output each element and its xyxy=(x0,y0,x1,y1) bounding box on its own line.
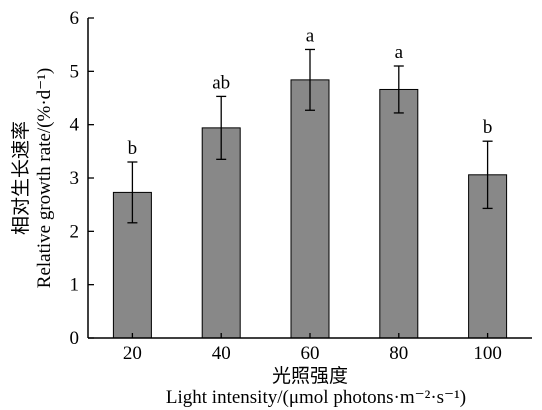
x-axis-title-cn: 光照强度 xyxy=(272,365,348,387)
y-tick-label-4: 4 xyxy=(70,115,80,136)
y-axis-title-cn: 相对生长速率 xyxy=(10,121,32,235)
bars xyxy=(112,79,508,339)
x-tick-label-20: 20 xyxy=(123,343,142,364)
x-tick-label-80: 80 xyxy=(389,343,408,364)
significance-label-100: b xyxy=(483,117,493,138)
significance-label-40: ab xyxy=(212,72,230,93)
error-bars xyxy=(127,48,493,224)
y-tick-label-0: 0 xyxy=(70,328,80,349)
significance-label-60: a xyxy=(306,25,315,46)
x-tick-label-60: 60 xyxy=(301,343,320,364)
bar-40 xyxy=(201,127,241,339)
x-tick-label-40: 40 xyxy=(212,343,231,364)
significance-label-20: b xyxy=(128,138,138,159)
bar-80 xyxy=(379,88,419,339)
y-tick-label-1: 1 xyxy=(70,275,80,296)
significance-label-80: a xyxy=(395,42,404,63)
y-tick-label-3: 3 xyxy=(70,168,80,189)
x-axis-title: Light intensity/(μmol photons·m⁻²·s⁻¹) xyxy=(166,387,466,408)
x-tick-label-100: 100 xyxy=(473,343,502,364)
y-tick-label-5: 5 xyxy=(70,61,80,82)
y-ticks: 0 1 2 3 4 5 6 xyxy=(70,8,94,349)
y-axis-title: Relative growth rate/(%·d⁻¹) xyxy=(34,68,55,288)
x-ticks: 20 40 60 80 100 xyxy=(123,333,502,364)
y-tick-label-2: 2 xyxy=(70,221,80,242)
bar-60 xyxy=(290,79,330,339)
y-tick-label-6: 6 xyxy=(70,8,80,29)
